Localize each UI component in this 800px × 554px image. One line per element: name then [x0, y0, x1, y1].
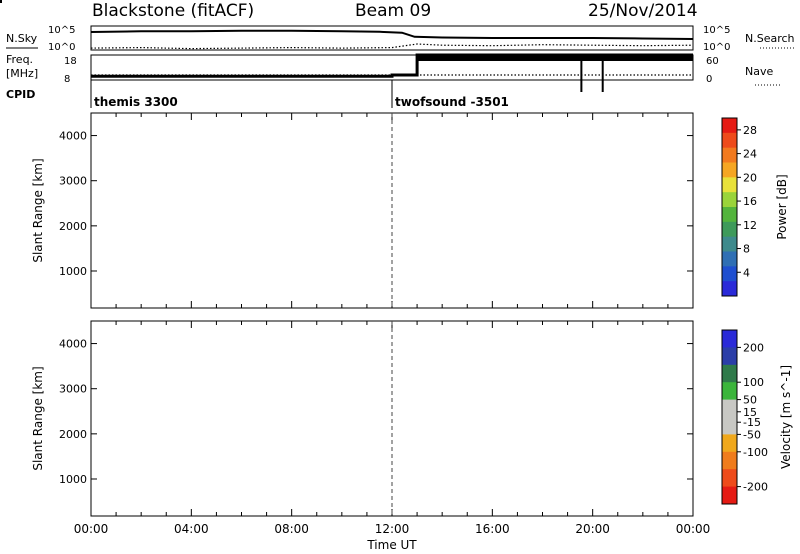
freq-tick-top: 18	[64, 56, 77, 67]
freq-tick-bottom: 8	[64, 74, 70, 85]
noise-tick-right-top: 10^5	[703, 25, 730, 36]
cpid-label: CPID	[6, 88, 35, 101]
cpid-segment-0: themis 3300	[94, 95, 178, 109]
nave-tick-top: 60	[706, 56, 719, 67]
noise-series-nsky	[90, 29, 694, 40]
date-title: 25/Nov/2014	[588, 1, 698, 21]
noise-tick-right-bottom: 10^0	[703, 42, 730, 53]
freq-fill-block	[417, 55, 693, 61]
freq-unit-label: [MHz]	[6, 67, 38, 80]
beam-title: Beam 09	[355, 1, 431, 21]
nave-tick-bottom: 0	[706, 74, 712, 85]
nave-label: Nave	[745, 65, 773, 78]
cpid-segment-1: twofsound -3501	[395, 95, 509, 109]
noise-tick-left-bottom: 10^0	[48, 42, 75, 53]
noise-tick-left-top: 10^5	[48, 25, 75, 36]
freq-label: Freq.	[6, 53, 33, 66]
noise-left-label: N.Sky	[6, 32, 38, 45]
noise-right-label: N.Search	[745, 32, 795, 45]
noise-series-nsearch	[90, 43, 694, 50]
station-title: Blackstone (fitACF)	[92, 1, 254, 21]
